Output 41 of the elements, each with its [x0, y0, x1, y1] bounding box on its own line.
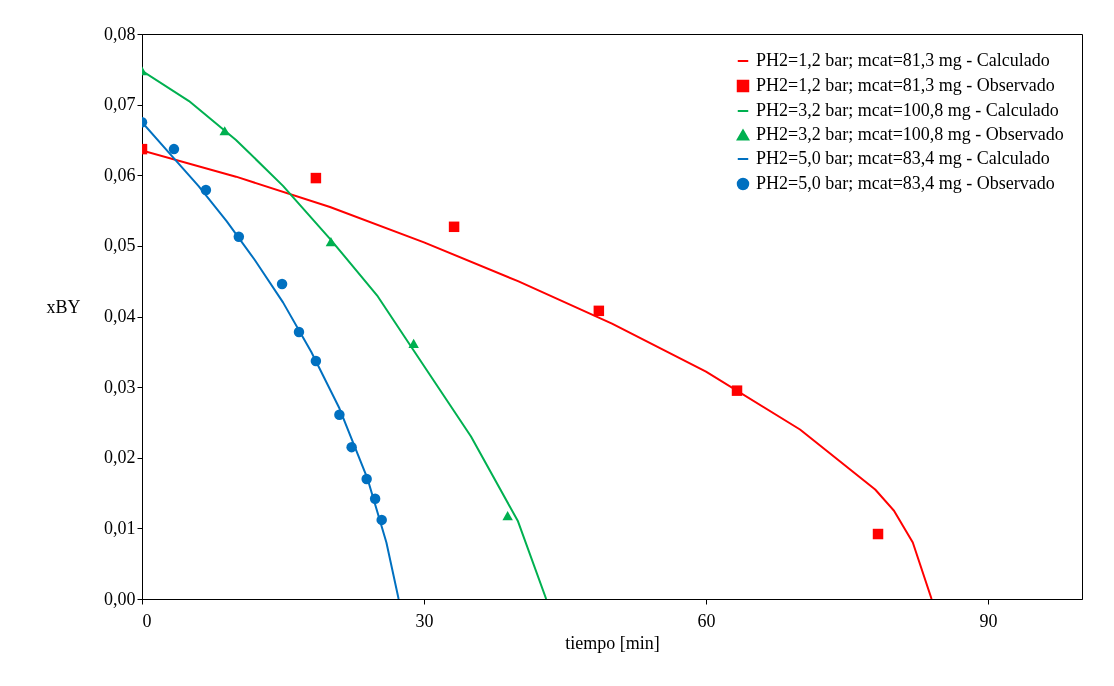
y-tick-label: 0,06: [104, 164, 136, 185]
point: [310, 172, 322, 184]
y-tick-label: 0,02: [104, 447, 136, 468]
point: [731, 385, 743, 396]
point: [293, 326, 305, 338]
point: [593, 305, 605, 317]
point: [346, 441, 357, 453]
point: [219, 126, 230, 136]
point: [334, 409, 345, 420]
point: [448, 221, 460, 233]
x-axis-title: tiempo [min]: [565, 632, 660, 653]
legend-label: PH2=1,2 bar; mcat=81,3 mg - Observado: [756, 75, 1055, 95]
point: [502, 511, 513, 521]
y-tick-label: 0,01: [104, 517, 136, 538]
point: [369, 493, 381, 504]
point: [872, 528, 884, 540]
legend-label: PH2=3,2 bar; mcat=100,8 mg - Calculado: [756, 100, 1059, 120]
y-tick-label: 0,05: [104, 235, 136, 256]
legend-label: PH2=5,0 bar; mcat=83,4 mg - Calculado: [756, 148, 1050, 168]
y-tick-label: 0,03: [104, 376, 136, 397]
y-tick-label: 0,00: [104, 588, 136, 609]
x-tick-label: 60: [697, 610, 716, 631]
point: [168, 143, 180, 155]
point: [276, 278, 288, 290]
y-axis-title: xBY: [46, 297, 81, 317]
point: [200, 184, 212, 196]
point: [408, 338, 419, 348]
y-tick-label: 0,07: [104, 94, 136, 115]
point: [233, 231, 245, 242]
x-tick-label: 30: [415, 610, 434, 631]
legend-label: PH2=5,0 bar; mcat=83,4 mg - Observado: [756, 173, 1055, 193]
y-tick-label: 0,08: [104, 23, 136, 44]
point: [310, 355, 322, 367]
legend-label: PH2=1,2 bar; mcat=81,3 mg - Calculado: [756, 50, 1050, 70]
x-tick-label: 0: [142, 610, 152, 631]
point: [325, 237, 337, 247]
y-tick-label: 0,04: [104, 306, 136, 326]
legend-label: PH2=3,2 bar; mcat=100,8 mg - Observado: [756, 124, 1064, 144]
x-tick-label: 90: [979, 610, 998, 631]
point: [361, 473, 372, 485]
point: [376, 514, 387, 526]
